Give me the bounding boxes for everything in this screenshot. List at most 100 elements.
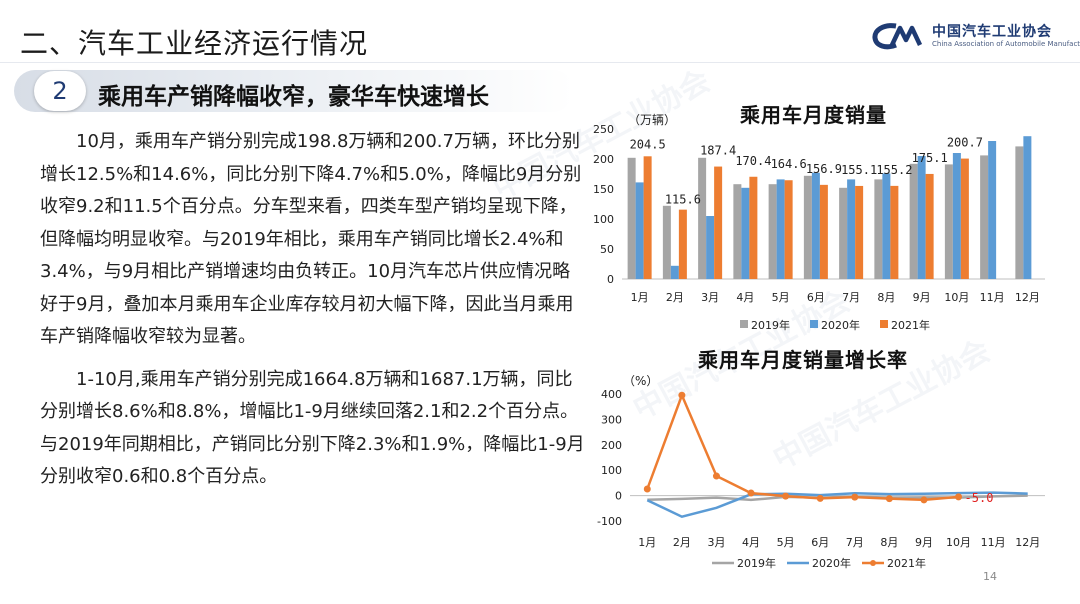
bar	[803, 175, 812, 279]
data-label: 155.2	[876, 163, 912, 177]
data-point	[955, 493, 963, 501]
x-tick-label: 11月	[981, 536, 1006, 549]
data-label: 187.4	[700, 144, 736, 158]
x-tick-label: 7月	[842, 291, 860, 304]
data-point	[816, 494, 824, 502]
paragraph: 10月，乘用车产销分别完成198.8万辆和200.7万辆，环比分别增长12.5%…	[40, 131, 582, 347]
logo: 中国汽车工业协会 China Association of Automobile…	[872, 18, 1080, 54]
bar	[678, 209, 687, 279]
y-tick-label: 400	[601, 388, 622, 401]
x-tick-label: 4月	[742, 536, 760, 549]
bar	[768, 184, 777, 279]
data-point	[782, 492, 790, 500]
bar	[855, 185, 864, 279]
x-tick-label: 6月	[807, 291, 825, 304]
y-tick-label: 100	[601, 464, 622, 477]
x-tick-label: 1月	[631, 291, 649, 304]
bar	[627, 157, 636, 279]
y-tick-label: 150	[593, 183, 614, 196]
bar	[909, 163, 918, 279]
data-point	[747, 489, 755, 497]
logo-en-text: China Association of Automobile Manufact…	[932, 40, 1080, 48]
series-line	[646, 391, 959, 502]
bar	[952, 153, 961, 279]
legend-swatch	[740, 320, 748, 328]
data-label: 164.6	[771, 157, 807, 171]
data-label: 115.6	[665, 193, 701, 207]
data-label: 204.5	[630, 137, 666, 151]
legend-swatch	[880, 320, 888, 328]
bar	[1023, 136, 1032, 279]
legend-marker	[870, 560, 876, 566]
data-label: 155.1	[841, 163, 877, 177]
line-chart-title: 乘用车月度销量增长率	[698, 348, 908, 372]
bar	[839, 187, 848, 279]
series-line	[646, 491, 1028, 519]
data-label: -5.0	[965, 491, 994, 505]
x-tick-label: 10月	[946, 536, 971, 549]
x-tick-label: 5月	[772, 291, 790, 304]
bar	[980, 155, 989, 279]
body-text: 10月，乘用车产销分别完成198.8万辆和200.7万辆，环比分别增长12.5%…	[40, 126, 588, 494]
page-number: 14	[983, 570, 997, 583]
y-axis-unit-label: （万辆）	[628, 113, 676, 127]
bar	[847, 179, 856, 279]
x-tick-label: 6月	[811, 536, 829, 549]
y-tick-label: 300	[601, 413, 622, 426]
bar	[882, 173, 891, 279]
x-tick-label: 8月	[877, 291, 895, 304]
x-tick-label: 8月	[880, 536, 898, 549]
x-tick-label: 5月	[777, 536, 795, 549]
bar	[776, 179, 785, 279]
section-number: 2	[34, 71, 86, 111]
legend-label: 2019年	[737, 556, 776, 570]
legend-label: 2021年	[891, 318, 930, 332]
x-tick-label: 9月	[913, 291, 931, 304]
x-tick-label: 2月	[673, 536, 691, 549]
bar	[890, 185, 899, 279]
bar	[925, 173, 934, 279]
logo-mark-icon	[872, 23, 923, 50]
data-point	[678, 391, 686, 399]
data-point	[712, 472, 720, 480]
data-label: 175.1	[912, 151, 948, 165]
y-tick-label: 100	[593, 213, 614, 226]
data-label: 200.7	[947, 136, 983, 150]
data-point	[920, 496, 928, 504]
data-point	[885, 495, 893, 503]
bar	[643, 156, 652, 279]
subtitle-band	[14, 70, 574, 112]
bar	[635, 182, 644, 279]
x-tick-label: 10月	[944, 291, 969, 304]
bar	[944, 164, 953, 279]
y-tick-label: 0	[615, 490, 622, 503]
x-tick-label: 4月	[736, 291, 754, 304]
bar	[819, 184, 828, 279]
legend-label: 2020年	[812, 556, 851, 570]
x-tick-label: 2月	[666, 291, 684, 304]
bar	[988, 141, 997, 279]
legend-label: 2019年	[751, 318, 790, 332]
x-tick-label: 7月	[846, 536, 864, 549]
legend-swatch	[810, 320, 818, 328]
section-title: 二、汽车工业经济运行情况	[20, 27, 369, 60]
bar	[811, 172, 820, 279]
bar	[1015, 146, 1024, 279]
y-tick-label: 250	[593, 123, 614, 136]
bar	[706, 216, 715, 279]
paragraph: 1-10月,乘用车产销分别完成1664.8万辆和1687.1万辆，同比分别增长8…	[40, 368, 585, 488]
x-tick-label: 1月	[638, 536, 656, 549]
bar	[733, 184, 742, 279]
bar	[741, 187, 750, 279]
x-tick-label: 3月	[707, 536, 725, 549]
bar	[698, 157, 707, 279]
y-tick-label: 200	[593, 153, 614, 166]
bar	[874, 179, 883, 279]
x-tick-label: 3月	[701, 291, 719, 304]
legend-label: 2021年	[887, 556, 926, 570]
data-point	[851, 493, 859, 501]
y-axis-unit-label: （%）	[623, 374, 658, 388]
header-divider	[0, 62, 1080, 63]
